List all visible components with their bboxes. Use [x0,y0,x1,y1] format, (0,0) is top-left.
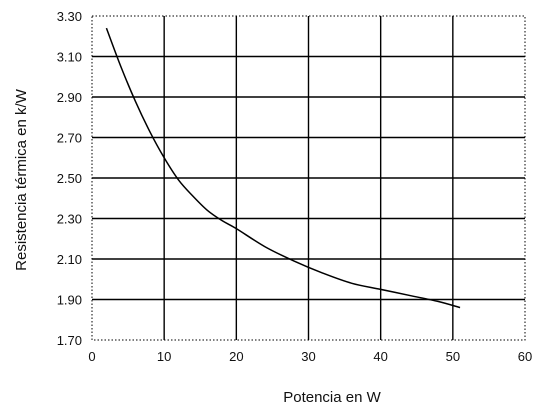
y-tick-label: 2.70 [57,131,82,146]
y-tick-label: 1.90 [57,293,82,308]
x-tick-label: 0 [88,349,95,364]
series-layer [105,27,461,309]
y-tick-label: 2.50 [57,171,82,186]
y-axis-title: Resistencia térmica en k/W [13,88,30,271]
y-tick-label: 2.10 [57,252,82,267]
x-tick-label: 30 [301,349,315,364]
x-tick-label: 50 [446,349,460,364]
x-axis-title: Potencia en W [283,389,381,406]
plot-frame [91,15,526,341]
x-tick-label: 10 [157,349,171,364]
y-tick-label: 2.30 [57,212,82,227]
horizontal-gridlines [92,55,525,301]
x-tick-label: 20 [229,349,243,364]
y-tick-label: 2.90 [57,90,82,105]
series-line [105,27,461,309]
y-tick-labels: 1.70 1.90 2.10 2.30 2.50 2.70 2.90 3.10 3.30 [57,9,82,348]
y-tick-label: 3.10 [57,50,82,65]
y-tick-label: 1.70 [57,333,82,348]
x-tick-label: 40 [373,349,387,364]
x-tick-label: 60 [518,349,532,364]
plot-border [91,15,526,341]
x-tick-labels: 0 10 20 30 40 50 60 [88,349,532,364]
y-tick-label: 3.30 [57,9,82,24]
